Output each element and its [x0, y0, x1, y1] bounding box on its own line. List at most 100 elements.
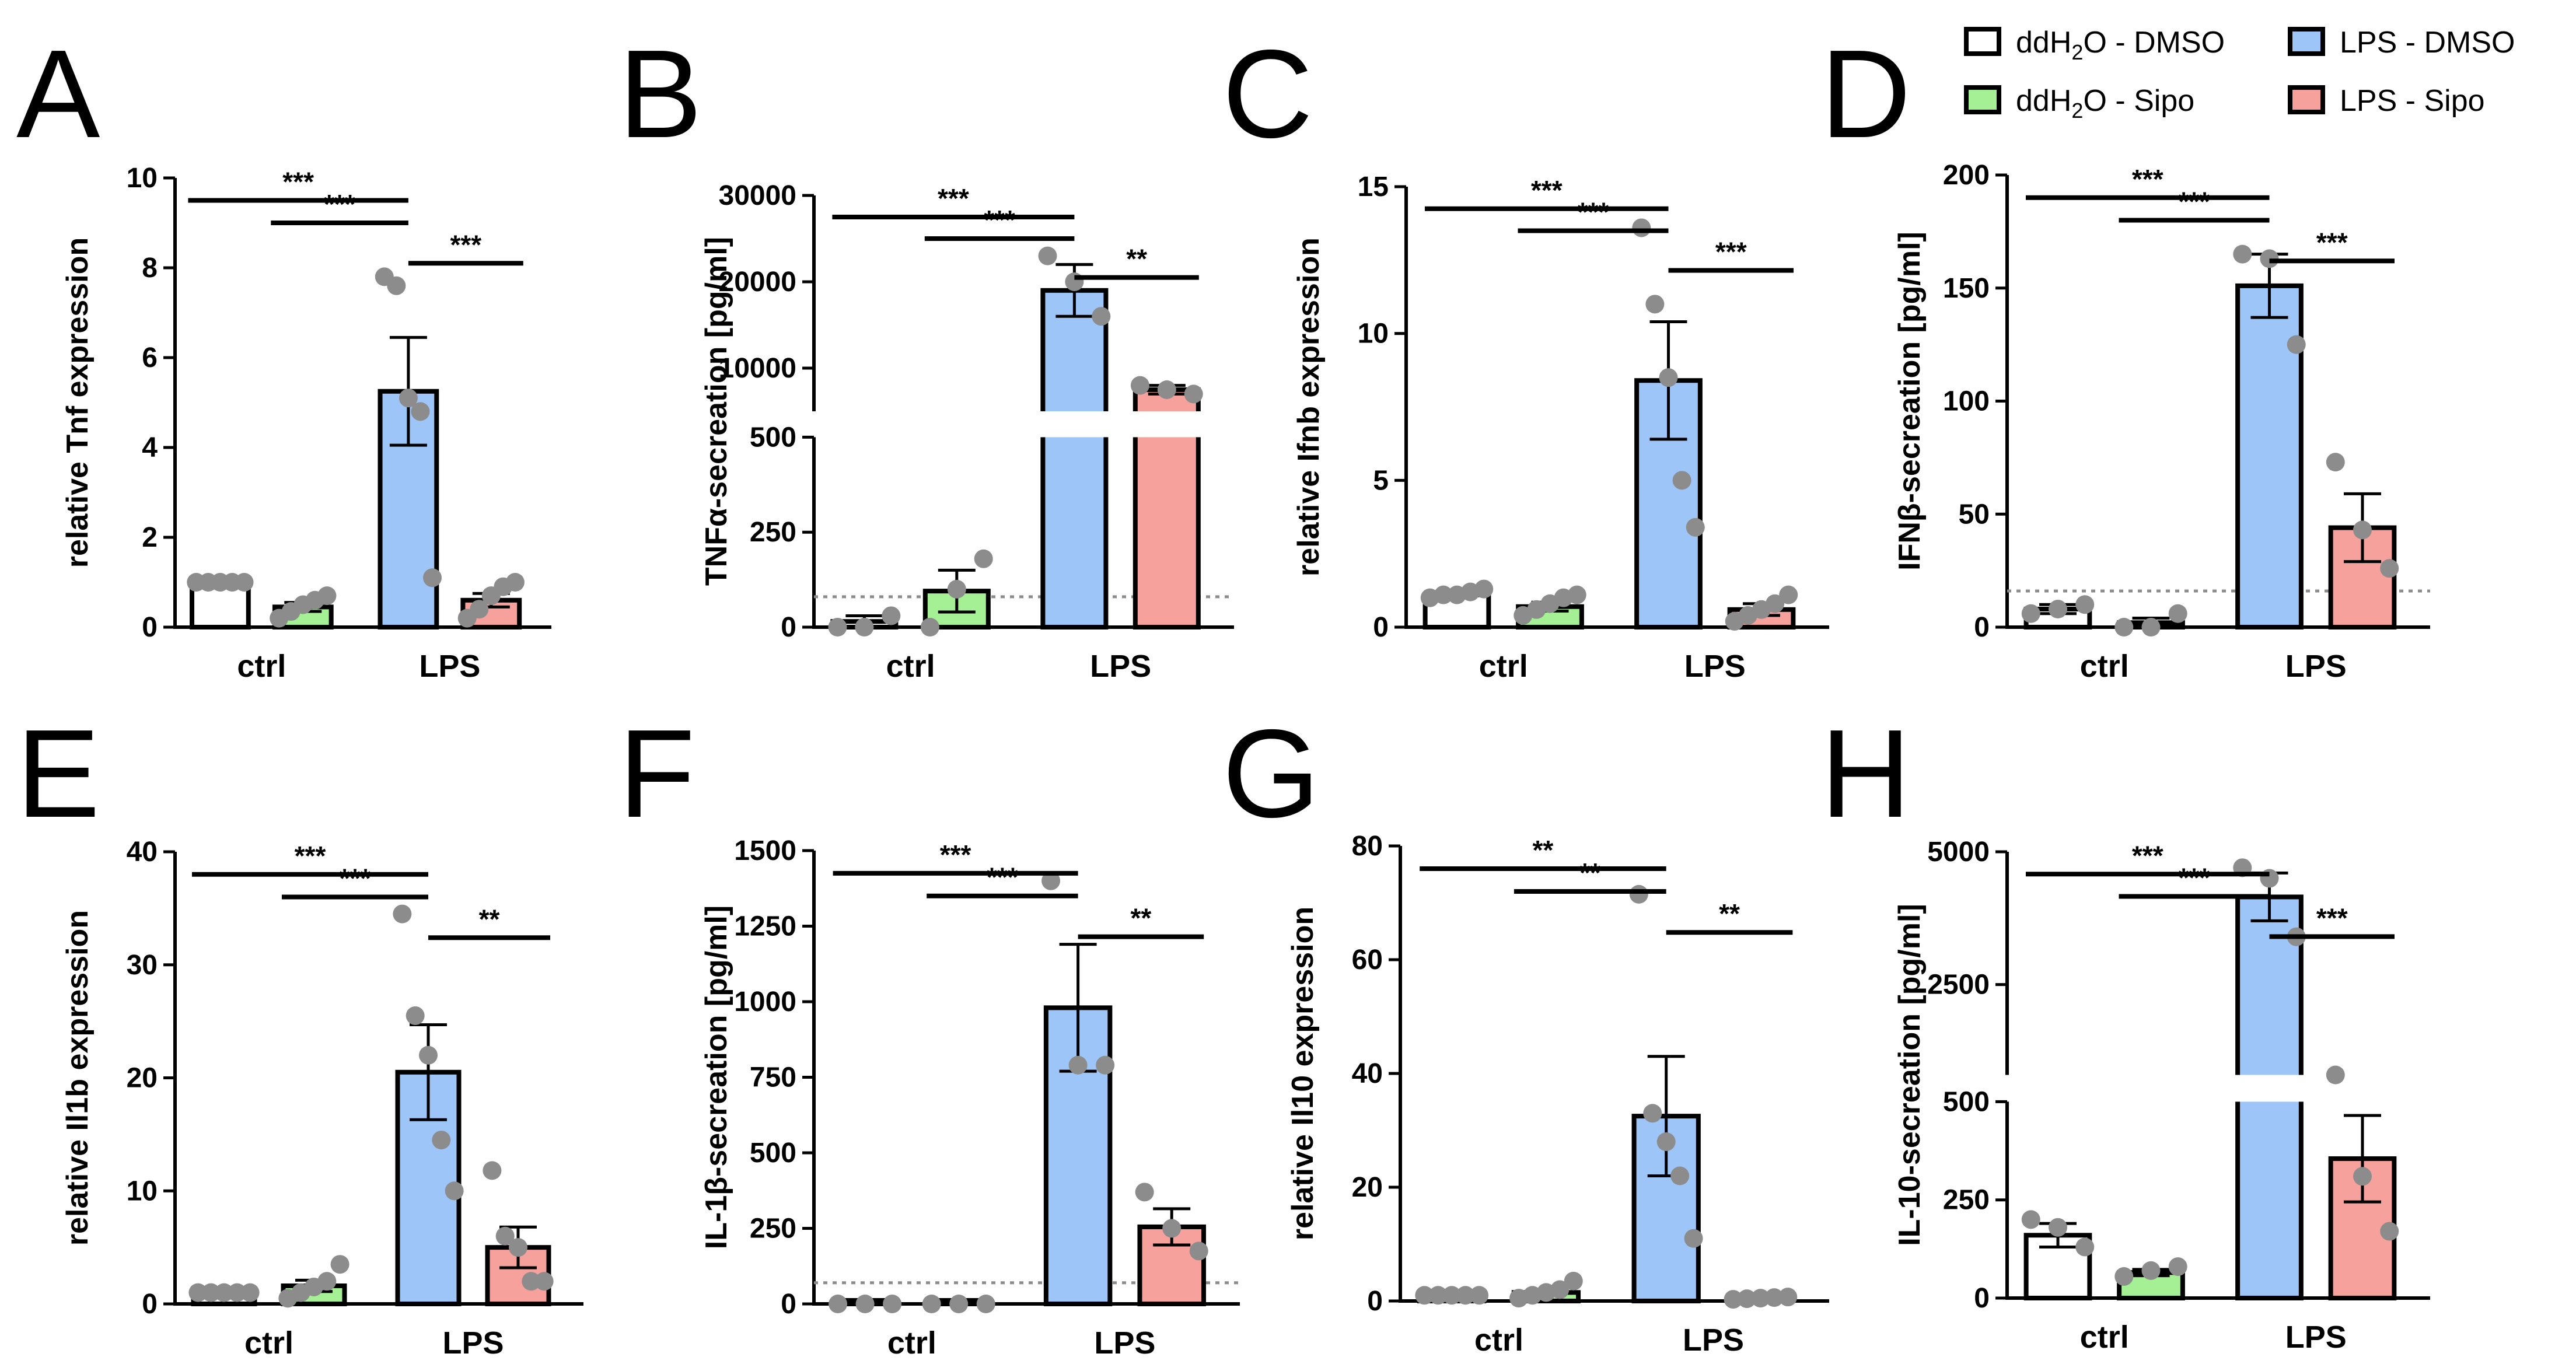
- data-point: [828, 618, 847, 636]
- data-point: [1428, 1286, 1448, 1305]
- y-tick-label: 20: [1352, 1172, 1383, 1203]
- x-category-label: ctrl: [244, 1325, 293, 1360]
- data-point: [1092, 307, 1111, 326]
- bar-break-gap: [2234, 1075, 2305, 1102]
- legend-swatch: [1964, 85, 2001, 114]
- data-point: [1645, 295, 1665, 314]
- y-tick-label: 0: [1974, 612, 1990, 643]
- significance-label: ***: [282, 167, 314, 197]
- data-point: [1686, 517, 1705, 537]
- legend-label-main: ddH: [2016, 26, 2071, 60]
- data-point: [2168, 1257, 2187, 1276]
- legend-label: ddH2O - DMSO: [2016, 26, 2225, 64]
- y-axis-label: relative Tnf expression: [61, 237, 95, 568]
- data-point: [2075, 595, 2095, 614]
- legend-label-main: LPS - DMSO: [2340, 26, 2515, 60]
- data-point: [1567, 585, 1586, 604]
- data-point: [423, 568, 442, 587]
- data-point: [1184, 384, 1203, 404]
- data-point: [387, 276, 406, 295]
- data-point: [445, 1181, 464, 1201]
- panel-letter: H: [1820, 703, 1911, 844]
- y-tick-label: 30: [127, 950, 158, 981]
- significance-label: ***: [984, 205, 1015, 235]
- x-category-label: ctrl: [2080, 649, 2129, 684]
- significance-label: ***: [2179, 187, 2210, 217]
- y-tick-label: 750: [750, 1062, 796, 1093]
- data-point: [419, 1045, 438, 1065]
- data-point: [1751, 1289, 1770, 1308]
- panel-letter: B: [618, 23, 702, 164]
- data-point: [1434, 585, 1453, 604]
- data-point: [201, 1283, 221, 1302]
- y-tick-label: 15: [1358, 172, 1389, 202]
- data-point: [1456, 1286, 1475, 1305]
- legend-label-sub: 2: [2071, 40, 2083, 64]
- data-point: [2049, 600, 2067, 618]
- panel-letter: G: [1222, 703, 1320, 844]
- panel-letter: A: [16, 23, 100, 164]
- y-tick-label: 2500: [1927, 970, 1990, 1001]
- significance-label: ***: [2132, 164, 2163, 194]
- data-point: [1096, 1055, 1115, 1075]
- data-point: [1135, 1183, 1154, 1202]
- y-tick-label: 150: [1943, 273, 1990, 304]
- significance-label: **: [479, 904, 500, 934]
- data-point: [1189, 1241, 1208, 1261]
- data-point: [949, 1295, 969, 1313]
- significance-label: ***: [2316, 227, 2348, 257]
- data-point: [1415, 1286, 1434, 1305]
- data-point: [2233, 244, 2252, 264]
- data-point: [317, 1272, 337, 1291]
- x-category-label: LPS: [442, 1325, 504, 1360]
- y-tick-label: 0: [142, 612, 158, 643]
- y-tick-label: 50: [1959, 499, 1990, 530]
- y-tick-label: 10: [127, 1176, 158, 1206]
- significance-label: **: [1533, 835, 1554, 865]
- y-tick-label: 5000: [1927, 837, 1990, 868]
- data-point: [2168, 604, 2187, 623]
- data-point: [2380, 1222, 2399, 1241]
- y-tick-label: 1000: [734, 987, 796, 1017]
- data-point: [1162, 1219, 1182, 1238]
- panel-letter: D: [1820, 23, 1911, 164]
- significance-label: ***: [450, 229, 481, 260]
- panel-h: H IL-10-secreation [pg/ml] 0 250 500 2500 5000…: [1820, 703, 2430, 1355]
- significance-label: **: [1130, 903, 1151, 933]
- y-tick-label: 10: [127, 163, 158, 194]
- data-point: [1470, 1286, 1489, 1305]
- data-point: [188, 1283, 208, 1302]
- bar-break-gap: [1039, 411, 1110, 438]
- y-tick-label: 40: [1352, 1058, 1383, 1089]
- data-point: [411, 402, 430, 421]
- data-point: [1068, 1055, 1088, 1075]
- data-point: [1629, 884, 1648, 904]
- legend-label-main: ddH: [2016, 84, 2071, 118]
- data-point: [2141, 618, 2161, 636]
- data-point: [2326, 1065, 2345, 1085]
- data-point: [432, 1131, 451, 1150]
- data-point: [2114, 618, 2134, 636]
- data-point: [1643, 1104, 1662, 1123]
- significance-label: ***: [2316, 903, 2348, 933]
- y-tick-label: 500: [1943, 1086, 1990, 1117]
- panel-f: F IL-1β-secreation [pg/ml] 0 250 500 750 1000 1…: [618, 703, 1240, 1360]
- y-axis-label: TNFα-secreation [pg/ml]: [700, 237, 733, 586]
- x-category-label: ctrl: [1479, 649, 1528, 684]
- legend-label: LPS - DMSO: [2340, 26, 2515, 60]
- data-point: [1684, 1229, 1703, 1248]
- data-point: [406, 1006, 425, 1025]
- y-tick-label: 1500: [734, 835, 796, 866]
- y-tick-label: 1250: [734, 911, 796, 942]
- x-category-label: ctrl: [887, 1325, 936, 1360]
- panel-d: D IFNβ-secreation [pg/ml] 0 50 100 150 200 ctrl…: [1820, 23, 2430, 684]
- data-point: [393, 904, 412, 924]
- y-axis-label: IL-10-secreation [pg/ml]: [1893, 904, 1927, 1246]
- x-category-label: LPS: [1094, 1325, 1155, 1360]
- data-point: [1766, 594, 1785, 613]
- significance-label: ***: [1531, 175, 1563, 205]
- data-point: [2141, 1261, 2161, 1280]
